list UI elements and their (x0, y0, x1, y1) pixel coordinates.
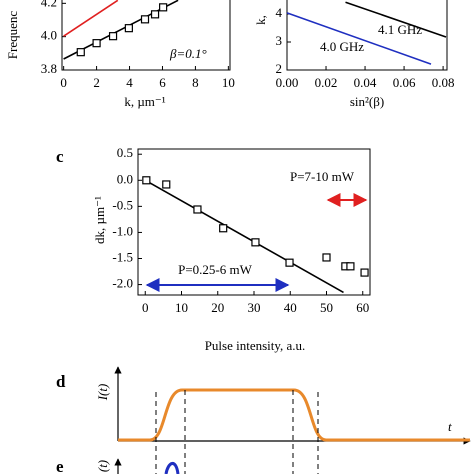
panel-label: c (56, 147, 64, 166)
y-tick-label: 0.0 (117, 171, 133, 186)
y-tick-label: 0.5 (117, 145, 133, 160)
x-tick-label: 10 (222, 75, 235, 90)
panel-e: e (t) (56, 457, 180, 474)
data-point (92, 39, 101, 48)
x-tick-label: 0 (60, 75, 67, 90)
data-point (193, 205, 202, 214)
annotation: P=7-10 mW (290, 169, 355, 184)
x-tick-label: 10 (175, 300, 188, 315)
annotation: P=0.25-6 mW (178, 262, 253, 277)
pulse (118, 388, 470, 442)
x-tick-label: 2 (93, 75, 100, 90)
x-tick-label: 0.02 (315, 75, 338, 90)
y-tick-label: 3.8 (41, 61, 57, 76)
x-tick-label: 0.06 (393, 75, 416, 90)
panel: 0 10 20 30 40 50 60 0.5 0.0 -0.5 -1.0 -1.5 -2.0 Pulse… (56, 145, 371, 353)
x-tick-label: 0.00 (276, 75, 299, 90)
data-point (322, 253, 331, 262)
plot-frame (286, 0, 448, 71)
y-label: (t) (95, 460, 110, 472)
data-point (140, 15, 150, 24)
line (144, 179, 344, 294)
data-point (162, 180, 171, 189)
line (345, 1, 447, 38)
series-label: 4.0 GHz (320, 39, 364, 54)
panel-label: d (56, 372, 66, 391)
data-point (346, 262, 355, 271)
x-tick-label: 50 (320, 300, 333, 315)
data-point (76, 48, 85, 57)
data-point (159, 3, 168, 12)
data-point (251, 238, 260, 247)
data-point (150, 10, 160, 19)
y-label: k, (253, 15, 268, 25)
x-tick-label: 20 (211, 300, 224, 315)
x-tick-label: 30 (248, 300, 261, 315)
x-tick-label: 60 (356, 300, 369, 315)
y-tick-label: -0.5 (112, 197, 133, 212)
panel-d: d I(t) t (56, 366, 471, 474)
x-label: t (448, 419, 452, 434)
x-tick-label: 40 (284, 300, 297, 315)
x-tick-label: 0.04 (354, 75, 377, 90)
dashed-guides (155, 390, 319, 474)
series-label: 4.1 GHz (378, 22, 422, 37)
y-label: I(t) (95, 384, 110, 402)
x-tick-label: 4 (126, 75, 133, 90)
panel-label: e (56, 457, 64, 474)
x-tick-label: 6 (159, 75, 166, 90)
x-label: Pulse intensity, a.u. (205, 338, 306, 353)
panel: 0 2 4 6 8 10 3.8 4.0 4.2 k, µm⁻¹ Frequenc β=0.1° (5, 0, 235, 109)
annotation: β=0.1° (169, 46, 207, 61)
y-tick-label: -1.5 (112, 249, 133, 264)
x-label: k, µm⁻¹ (124, 94, 165, 109)
signal (164, 462, 180, 474)
y-tick-label: 3 (276, 33, 283, 48)
y-label: dk, µm⁻¹ (92, 196, 107, 244)
data-point (124, 24, 133, 33)
line (286, 12, 432, 65)
data-point (219, 224, 228, 233)
y-tick-label: -1.0 (112, 223, 133, 238)
y-tick-label: 2 (276, 61, 283, 76)
y-tick-label: 4 (276, 5, 283, 20)
x-tick-label: 8 (192, 75, 199, 90)
data-point (360, 268, 369, 277)
y-tick-label: 4.0 (41, 28, 57, 43)
x-tick-label: 0.08 (432, 75, 455, 90)
line (63, 0, 119, 37)
data-point (142, 176, 151, 185)
plot-frame (61, 0, 231, 71)
x-tick-label: 0 (142, 300, 149, 315)
x-label: sin²(β) (350, 94, 384, 109)
data-point (108, 32, 118, 41)
y-label: Frequenc (5, 11, 20, 60)
y-tick-label: -2.0 (112, 276, 133, 291)
panel: 0.00 0.02 0.04 0.06 0.08 2 3 4 sin²(β) k, 4.1 GHz 4… (253, 0, 454, 109)
y-tick-label: 4.2 (41, 0, 57, 9)
data-point (285, 258, 294, 267)
